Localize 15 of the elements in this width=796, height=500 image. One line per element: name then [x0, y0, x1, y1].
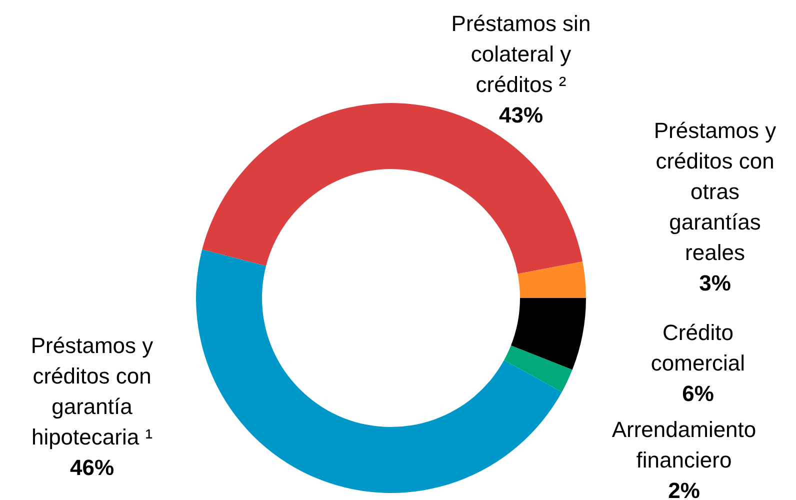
slice-label: Préstamos y créditos con garantía hipotecaria ¹ [30, 333, 154, 450]
donut-slice [504, 345, 572, 392]
data-label: 2% [668, 478, 700, 500]
data-label: 43% [498, 102, 544, 128]
donut-slice [518, 261, 586, 298]
donut-slice [196, 250, 562, 493]
slice-label: Préstamos sin colateral y créditos ² [451, 11, 591, 97]
slice-label: Préstamos y créditos con otras garantías reales [654, 118, 776, 265]
donut-slice [510, 298, 586, 370]
data-label: 46% [70, 455, 114, 480]
slice-label: Crédito comercial [650, 320, 746, 376]
data-label: 6% [682, 381, 714, 406]
data-label: 3% [699, 270, 731, 296]
slice-label: Arrendamiento financiero [612, 417, 756, 472]
donut-slice [202, 103, 583, 274]
